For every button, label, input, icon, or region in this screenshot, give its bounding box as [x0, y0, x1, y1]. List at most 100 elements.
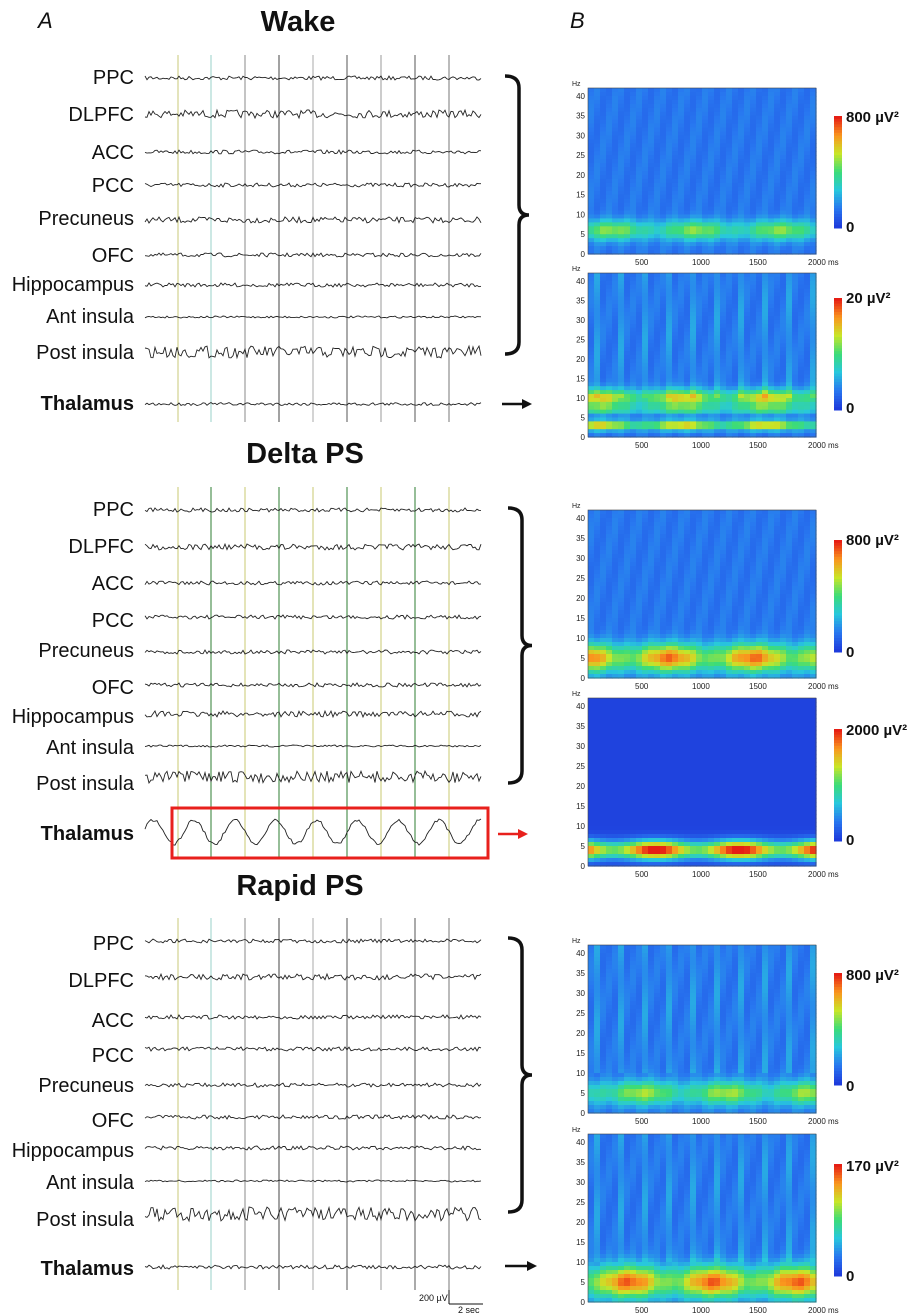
spectrogram-cell: [762, 538, 769, 543]
spectrogram-cell: [810, 293, 817, 298]
spectrogram-cell: [726, 312, 733, 317]
spectrogram-cell: [726, 586, 733, 591]
spectrogram-cell: [744, 562, 751, 567]
spectrogram-cell: [600, 167, 607, 172]
spectrogram-cell: [696, 96, 703, 101]
spectrogram-cell: [750, 308, 757, 313]
spectrogram-cell: [732, 234, 739, 239]
spectrogram-cell: [654, 526, 661, 531]
spectrogram-cell: [762, 363, 769, 368]
spectrogram-cell: [714, 618, 721, 623]
spectrogram-cell: [792, 514, 799, 519]
spectrogram-cell: [714, 211, 721, 216]
spectrogram-cell: [624, 128, 631, 133]
spectrogram-cell: [792, 546, 799, 551]
spectrogram-cell: [648, 570, 655, 575]
spectrogram-cell: [654, 666, 661, 671]
spectrogram-cell: [654, 273, 661, 278]
spectrogram-cell: [660, 339, 667, 344]
spectrogram-cell: [660, 347, 667, 352]
spectrogram-cell: [732, 277, 739, 282]
spectrogram-cell: [780, 171, 787, 176]
spectrogram-cell: [762, 382, 769, 387]
spectrogram-cell: [690, 429, 697, 434]
spectrogram-cell: [708, 343, 715, 348]
spectrogram-cell: [612, 650, 619, 655]
spectrogram-cell: [792, 558, 799, 563]
spectrogram-cell: [618, 614, 625, 619]
spectrogram-cell: [594, 300, 601, 305]
spectrogram-cell: [654, 151, 661, 156]
spectrogram-cell: [786, 296, 793, 301]
spectrogram-cell: [720, 566, 727, 571]
spectrogram-cell: [630, 574, 637, 579]
spectrogram-cell: [744, 650, 751, 655]
spectrogram-cell: [750, 312, 757, 317]
spectrogram-cell: [744, 304, 751, 309]
spectrogram-cell: [774, 277, 781, 282]
spectrogram-cell: [642, 371, 649, 376]
spectrogram-cell: [708, 324, 715, 329]
spectrogram-cell: [738, 367, 745, 372]
spectrogram-cell: [714, 670, 721, 675]
spectrogram-cell: [642, 646, 649, 651]
spectrogram-cell: [804, 300, 811, 305]
spectrogram-cell: [690, 542, 697, 547]
spectrogram-cell: [672, 179, 679, 184]
spectrogram-cell: [798, 355, 805, 360]
spectrogram-cell: [642, 670, 649, 675]
spectrogram-cell: [690, 324, 697, 329]
spectrogram-cell: [678, 135, 685, 140]
spectrogram-cell: [786, 304, 793, 309]
spectrogram-cell: [654, 316, 661, 321]
spectrogram-cell: [744, 96, 751, 101]
spectrogram-cell: [660, 171, 667, 176]
spectrogram-cell: [660, 425, 667, 430]
arrow-icon-head: [518, 829, 528, 839]
spectrogram-cell: [708, 602, 715, 607]
spectrogram-cell: [630, 606, 637, 611]
spectrogram-cell: [804, 343, 811, 348]
spectrogram-cell: [654, 662, 661, 667]
spectrogram-cell: [660, 159, 667, 164]
spectrogram-cell: [810, 626, 817, 631]
spectrogram-cell: [768, 382, 775, 387]
spectrogram-cell: [768, 218, 775, 223]
spectrogram-cell: [792, 394, 799, 399]
spectrogram-cell: [690, 654, 697, 659]
spectrogram-cell: [768, 242, 775, 247]
spectrogram-cell: [732, 630, 739, 635]
spectrogram-cell: [660, 312, 667, 317]
spectrogram-cell: [792, 402, 799, 407]
spectrogram-cell: [684, 614, 691, 619]
spectrogram-cell: [630, 234, 637, 239]
spectrogram-cell: [702, 614, 709, 619]
spectrogram-cell: [798, 218, 805, 223]
spectrogram-cell: [792, 304, 799, 309]
spectrogram-cell: [690, 289, 697, 294]
spectrogram-cell: [780, 285, 787, 290]
spectrogram-cell: [732, 328, 739, 333]
spectrogram-cell: [714, 390, 721, 395]
spectrogram-cell: [678, 187, 685, 192]
spectrogram-cell: [738, 546, 745, 551]
spectrogram-cell: [630, 642, 637, 647]
spectrogram-cell: [714, 610, 721, 615]
spectrogram-cell: [768, 112, 775, 117]
spectrogram-cell: [738, 429, 745, 434]
spectrogram-cell: [792, 88, 799, 93]
spectrogram-cell: [768, 394, 775, 399]
spectrogram-cell: [774, 646, 781, 651]
spectrogram-cell: [768, 277, 775, 282]
spectrogram-cell: [672, 421, 679, 426]
spectrogram-cell: [738, 558, 745, 563]
spectrogram-cell: [726, 336, 733, 341]
spectrogram-cell: [612, 104, 619, 109]
spectrogram-cell: [672, 195, 679, 200]
spectrogram-cell: [810, 566, 817, 571]
spectrogram-cell: [654, 167, 661, 172]
spectrogram-cell: [732, 355, 739, 360]
spectrogram-cell: [630, 112, 637, 117]
spectrogram-cell: [612, 293, 619, 298]
spectrogram-cell: [720, 203, 727, 208]
